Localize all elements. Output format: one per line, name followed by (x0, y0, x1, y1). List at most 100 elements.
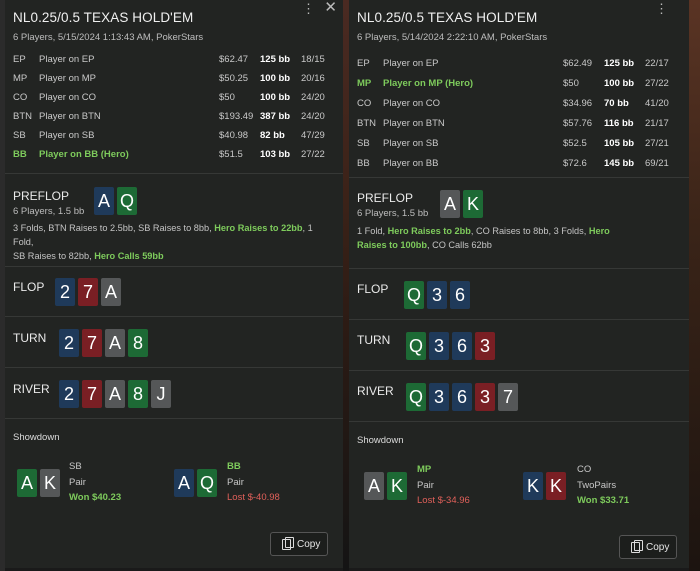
player-stack: $52.5 (563, 138, 587, 149)
player-row: BB Player on BB $72.6 145 bb 69/21 (357, 154, 681, 174)
playing-card: J (151, 380, 171, 408)
player-stack-bb: 70 bb (604, 98, 629, 109)
player-stack: $50.25 (219, 73, 249, 84)
player-stats: 24/20 (301, 92, 325, 103)
player-stats: 41/20 (645, 98, 669, 109)
hand-history-panel: NL0.25/0.5 TEXAS HOLD'EM 6 Players, 5/14… (349, 0, 689, 568)
player-stack: $34.96 (563, 98, 593, 109)
playing-card: K (523, 472, 543, 500)
player-stack-bb: 387 bb (260, 111, 291, 122)
player-stats: 24/20 (301, 111, 325, 122)
river-label: RIVER (357, 384, 394, 398)
player-stack-bb: 125 bb (260, 54, 291, 65)
player-row-hero: MP Player on MP (Hero) $50 100 bb 27/22 (357, 74, 681, 94)
player-position: BB (13, 149, 27, 160)
player-position: BTN (13, 111, 32, 122)
player-stats: 27/22 (645, 78, 669, 89)
playing-card: 3 (475, 383, 495, 411)
divider (5, 367, 343, 368)
preflop-label: PREFLOP (357, 191, 414, 205)
player-name: Player on BB (383, 158, 439, 169)
player-stack: $57.76 (563, 118, 593, 129)
player-stack-bb: 100 bb (604, 78, 635, 89)
divider (349, 421, 689, 422)
player-name: Player on BB (Hero) (39, 149, 129, 160)
hero-action: Hero (588, 226, 610, 236)
playing-card: K (546, 472, 566, 500)
player-row: BTN Player on BTN $193.49 387 bb 24/20 (13, 107, 335, 126)
player-stack-bb: 103 bb (260, 149, 291, 160)
showdown-position-hero: BB (227, 461, 241, 472)
player-name: Player on BTN (383, 118, 445, 129)
showdown-hand-rank: Pair (417, 480, 434, 491)
playing-card: Q (406, 332, 426, 360)
hand-history-panel: NL0.25/0.5 TEXAS HOLD'EM 6 Players, 5/15… (5, 0, 343, 568)
divider (5, 418, 343, 419)
divider (349, 177, 689, 178)
playing-card: 7 (82, 380, 102, 408)
playing-card: Q (404, 281, 424, 309)
turn-label: TURN (357, 333, 391, 347)
playing-card: A (101, 278, 121, 306)
showdown-result: Won $40.23 (69, 492, 122, 503)
player-stack-bb: 100 bb (260, 92, 291, 103)
player-position: CO (357, 98, 372, 109)
playing-card: K (387, 472, 407, 500)
playing-card: 2 (55, 278, 75, 306)
player-stats: 47/29 (301, 130, 325, 141)
playing-card: 7 (82, 329, 102, 357)
more-options-icon[interactable]: ⋮ (655, 1, 668, 16)
hand-title: NL0.25/0.5 TEXAS HOLD'EM (357, 10, 538, 25)
players-table: EP Player on EP $62.49 125 bb 22/17 MP P… (357, 54, 681, 174)
player-row: CO Player on CO $50 100 bb 24/20 (13, 88, 335, 107)
hand-title: NL0.25/0.5 TEXAS HOLD'EM (13, 10, 194, 25)
showdown-hand-rank: Pair (69, 477, 86, 488)
playing-card: A (440, 190, 460, 218)
player-stack: $51.5 (219, 149, 243, 160)
flop-label: FLOP (13, 280, 45, 294)
showdown-label: Showdown (357, 435, 404, 446)
playing-card: Q (406, 383, 426, 411)
player-stats: 27/21 (645, 138, 669, 149)
player-position: BTN (357, 118, 376, 129)
player-name: Player on CO (383, 98, 441, 109)
flop-label: FLOP (357, 282, 389, 296)
player-position: SB (357, 138, 370, 149)
player-stack-bb: 116 bb (604, 118, 634, 129)
hand-subtitle: 6 Players, 5/14/2024 2:22:10 AM, PokerSt… (357, 32, 548, 43)
hero-action: Hero Calls 59bb (94, 251, 164, 261)
hand-subtitle: 6 Players, 5/15/2024 1:13:43 AM, PokerSt… (13, 32, 204, 43)
player-stack: $62.49 (563, 58, 593, 69)
playing-card: Q (197, 469, 217, 497)
action-text: 1 Fold, (357, 226, 388, 236)
showdown-result: Lost $-40.98 (227, 492, 280, 503)
preflop-actions: 1 Fold, Hero Raises to 2bb, CO Raises to… (357, 224, 679, 252)
playing-card: A (17, 469, 37, 497)
playing-card: 2 (59, 329, 79, 357)
player-stack: $50 (563, 78, 579, 89)
background-strip-middle (343, 0, 349, 571)
player-row-hero: BB Player on BB (Hero) $51.5 103 bb 27/2… (13, 145, 335, 164)
copy-button[interactable]: Copy (270, 532, 328, 556)
player-stack-bb: 145 bb (604, 158, 635, 169)
showdown-hand-rank: Pair (227, 477, 244, 488)
player-stack-bb: 100 bb (260, 73, 291, 84)
copy-button[interactable]: Copy (619, 535, 677, 559)
showdown-label: Showdown (13, 432, 60, 443)
playing-card: K (40, 469, 60, 497)
showdown-hand-rank: TwoPairs (577, 480, 617, 491)
player-stack-bb: 125 bb (604, 58, 635, 69)
player-row: BTN Player on BTN $57.76 116 bb 21/17 (357, 114, 681, 134)
player-stats: 22/17 (645, 58, 669, 69)
player-stack: $40.98 (219, 130, 249, 141)
copy-icon (282, 537, 294, 550)
hero-action: Hero Raises to 2bb (387, 226, 471, 236)
divider (349, 319, 689, 320)
player-name: Player on SB (39, 130, 95, 141)
player-position: MP (13, 73, 28, 84)
close-icon[interactable]: ✕ (324, 0, 337, 16)
playing-card: 3 (427, 281, 447, 309)
more-options-icon[interactable]: ⋮ (302, 1, 315, 16)
action-text: 3 Folds, BTN Raises to 2.5bb, SB Raises … (13, 223, 215, 233)
turn-label: TURN (13, 331, 47, 345)
